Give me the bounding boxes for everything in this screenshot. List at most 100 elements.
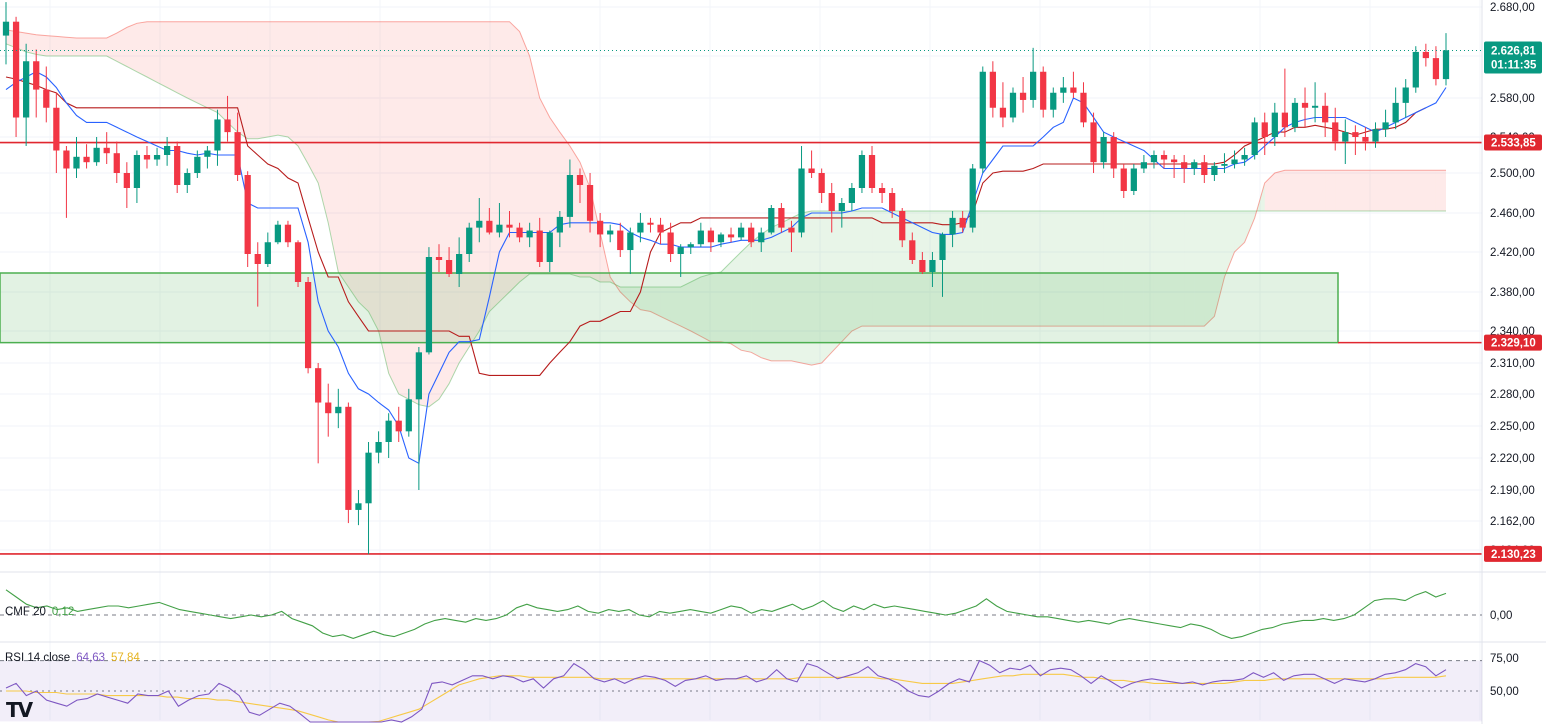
cloud-seg-44 [449,21,460,384]
cloud-seg-103 [1043,211,1054,327]
candle-body-96 [969,168,976,228]
cmf-label: CMF 20 [5,606,46,618]
cloud-seg-142 [1435,170,1446,211]
candle-body-112 [1130,168,1137,191]
cloud-seg-101 [1023,211,1034,327]
cloud-seg-22 [227,21,238,133]
candle-body-17 [174,146,181,185]
cloud-seg-139 [1405,170,1416,211]
cloud-seg-108 [1093,211,1104,327]
candle-body-9 [93,147,100,163]
cloud-seg-74 [751,234,762,358]
candle-body-88 [889,193,896,211]
cloud-seg-79 [801,211,812,366]
candle-body-113 [1140,162,1148,169]
cloud-seg-47 [479,21,490,331]
candle-body-42 [425,257,433,353]
rsi-tick-75: 75,00 [1490,653,1519,665]
cloud-seg-18 [187,21,198,103]
candle-body-102 [1030,71,1037,100]
candle-body-51 [516,227,523,238]
candle-body-83 [838,203,845,211]
price-tick-5: 2.460,00 [1490,208,1535,220]
candle-body-104 [1050,92,1057,110]
cloud-seg-55 [559,132,570,274]
cloud-seg-107 [1083,211,1094,327]
cloud-seg-30 [308,21,319,184]
candle-body-139 [1402,87,1409,103]
cloud-seg-61 [620,287,631,302]
candle-body-46 [466,227,473,254]
candle-body-126 [1271,112,1278,137]
candle-body-61 [617,230,624,251]
candle-body-8 [83,156,90,163]
candle-body-19 [194,156,201,173]
cloud-seg-50 [509,21,520,292]
cloud-seg-48 [489,21,500,312]
cloud-seg-94 [952,211,963,327]
cloud-seg-91 [922,211,933,327]
cloud-seg-114 [1153,211,1165,327]
cmf-tick: 0,00 [1490,610,1512,622]
cloud-seg-75 [761,227,772,361]
candle-body-69 [697,230,704,245]
candle-body-138 [1392,102,1399,123]
candle-body-78 [788,227,795,233]
candle-body-142 [1432,58,1440,80]
candle-body-134 [1352,132,1359,137]
cloud-seg-85 [861,211,873,327]
cmf-legend[interactable]: CMF 20 0,12 [5,606,80,618]
candle-body-84 [848,188,855,203]
level-tag-2-text: 2.130,23 [1491,549,1536,561]
candle-body-123 [1241,155,1248,160]
candle-body-128 [1291,102,1299,128]
cmf-pane[interactable]: 0,00 [0,571,1546,639]
candle-body-28 [284,224,292,243]
candle-body-5 [53,107,60,151]
cloud-seg-136 [1375,170,1386,211]
cloud-seg-90 [912,211,923,327]
candle-body-0 [2,21,10,36]
candle-body-2 [23,61,30,118]
rsi-line [5,659,1447,723]
rsi-pane[interactable]: 75,00 50,00 [0,641,1546,723]
cloud-seg-109 [1103,211,1114,327]
cloud-seg-106 [1073,211,1084,327]
candle-body-137 [1382,122,1389,130]
cloud-seg-82 [831,211,842,353]
candle-body-13 [133,155,141,188]
candle-body-76 [768,208,775,233]
candle-body-50 [506,224,513,228]
cloud-seg-37 [378,21,389,374]
candle-body-25 [254,254,261,264]
candle-body-11 [113,153,120,173]
candle-body-71 [717,234,725,243]
cloud-seg-49 [499,21,510,302]
cloud-seg-64 [650,287,661,317]
zone-rect [0,272,1339,344]
candle-body-135 [1362,137,1369,142]
cloud-seg-51 [519,31,530,282]
candle-body-49 [496,224,503,233]
candle-body-111 [1120,168,1127,191]
cloud-seg-35 [358,21,369,312]
cloud-seg-70 [710,272,721,342]
candle-body-98 [989,71,996,108]
cloud-seg-69 [700,274,711,342]
cloud-seg-129 [1305,170,1316,211]
cloud-seg-86 [872,211,883,327]
candle-body-99 [999,107,1007,118]
candle-body-38 [385,420,392,442]
candle-body-37 [375,442,382,453]
cloud-seg-104 [1053,211,1064,327]
price-tick-4: 2.500,00 [1490,168,1535,180]
cloud-seg-40 [408,21,419,405]
candle-body-85 [858,155,866,188]
cloud-seg-15 [157,21,168,88]
candle-body-14 [143,155,151,160]
cloud-seg-81 [821,211,832,363]
rsi-legend[interactable]: RSI 14 close 64,63 57,84 [5,652,146,664]
candle-body-122 [1231,159,1238,164]
price-tick-0: 2.680,00 [1490,2,1535,14]
